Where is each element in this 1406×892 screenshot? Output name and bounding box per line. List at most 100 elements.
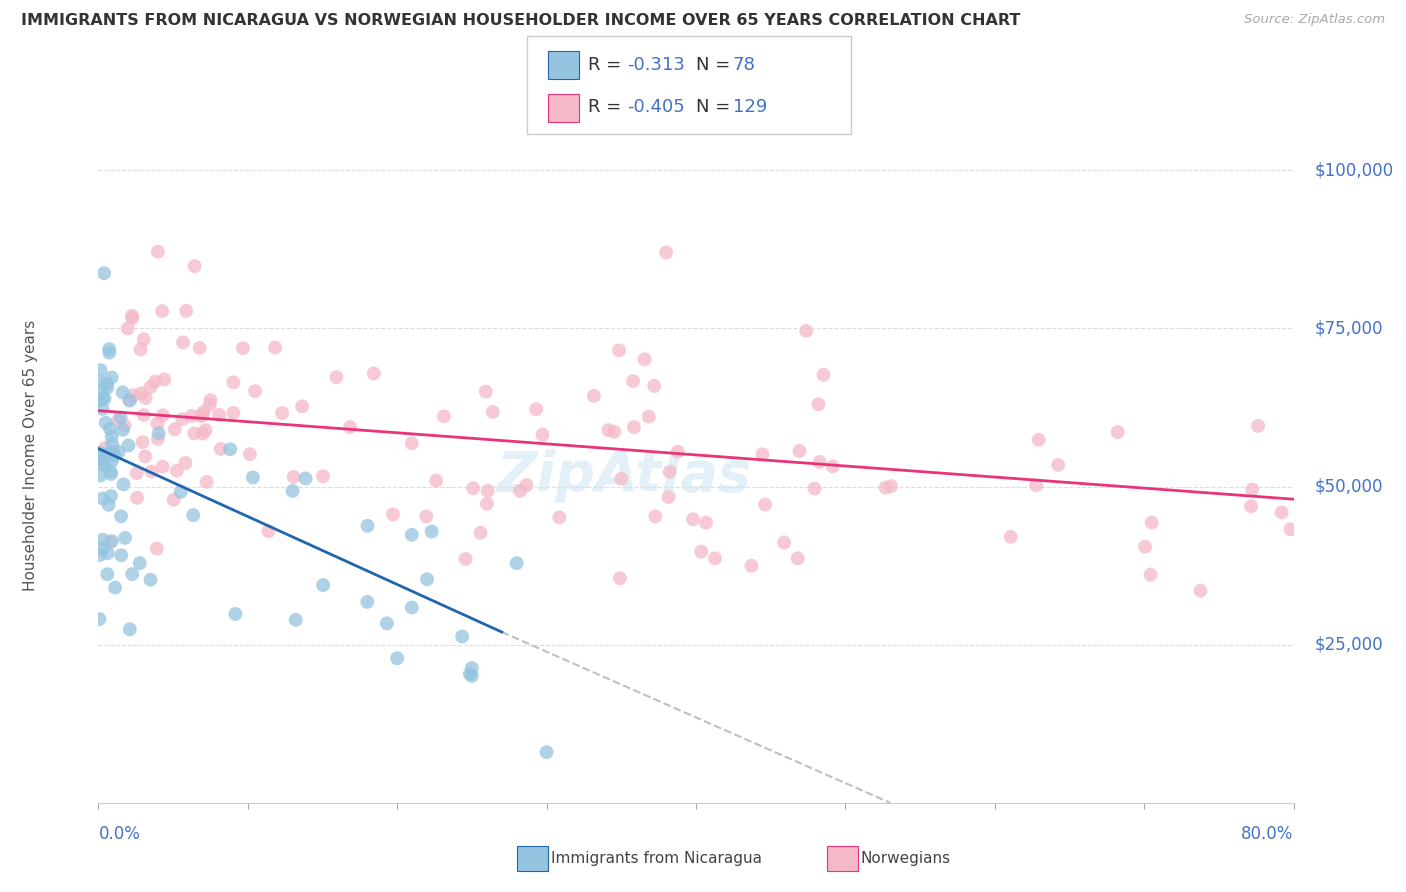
- Point: [1047, 458, 1070, 472]
- Point: [91, 401, 114, 416]
- Point: [118, 392, 141, 407]
- Point: [416, 572, 439, 586]
- Point: [751, 447, 773, 461]
- Point: [163, 422, 186, 436]
- Point: [524, 402, 547, 417]
- Point: [475, 384, 498, 399]
- Point: [146, 244, 169, 259]
- Point: [146, 432, 169, 446]
- Point: [470, 525, 492, 540]
- Point: [621, 374, 644, 388]
- Point: [690, 544, 713, 558]
- Point: [134, 450, 156, 464]
- Point: [291, 400, 314, 414]
- Point: [880, 479, 903, 493]
- Point: [112, 477, 135, 491]
- Point: [222, 406, 245, 420]
- Point: [114, 531, 136, 545]
- Point: [101, 444, 124, 458]
- Point: [637, 409, 659, 424]
- Point: [98, 535, 121, 549]
- Point: [789, 444, 811, 458]
- Point: [172, 412, 194, 426]
- Point: [110, 509, 132, 524]
- Point: [169, 484, 191, 499]
- Text: 0.0%: 0.0%: [98, 825, 141, 843]
- Text: Immigrants from Nicaragua: Immigrants from Nicaragua: [551, 851, 762, 865]
- Point: [98, 342, 121, 356]
- Point: [312, 578, 335, 592]
- Point: [121, 309, 143, 323]
- Point: [609, 571, 631, 585]
- Point: [477, 483, 499, 498]
- Point: [198, 398, 221, 412]
- Point: [93, 392, 115, 406]
- Point: [794, 324, 817, 338]
- Point: [98, 422, 121, 436]
- Point: [458, 666, 481, 681]
- Point: [104, 581, 127, 595]
- Point: [183, 259, 205, 273]
- Point: [243, 384, 266, 398]
- Point: [174, 303, 197, 318]
- Point: [655, 245, 678, 260]
- Point: [754, 498, 776, 512]
- Point: [111, 385, 134, 400]
- Point: [356, 595, 378, 609]
- Point: [146, 541, 169, 556]
- Point: [101, 534, 124, 549]
- Point: [548, 510, 571, 524]
- Point: [1247, 419, 1270, 434]
- Text: $75,000: $75,000: [1315, 319, 1384, 337]
- Point: [188, 341, 211, 355]
- Point: [90, 468, 112, 483]
- Point: [232, 341, 254, 355]
- Point: [101, 454, 124, 468]
- Point: [91, 452, 114, 467]
- Text: Householder Income Over 65 years: Householder Income Over 65 years: [24, 319, 38, 591]
- Point: [363, 367, 385, 381]
- Point: [704, 551, 727, 566]
- Point: [131, 435, 153, 450]
- Point: [506, 556, 529, 570]
- Point: [101, 437, 124, 451]
- Point: [381, 508, 404, 522]
- Point: [461, 669, 484, 683]
- Point: [193, 405, 215, 419]
- Point: [91, 491, 114, 506]
- Point: [122, 388, 145, 402]
- Point: [108, 444, 131, 458]
- Point: [166, 464, 188, 478]
- Point: [141, 465, 163, 479]
- Point: [128, 556, 150, 570]
- Point: [582, 389, 605, 403]
- Point: [129, 343, 152, 357]
- Point: [610, 472, 633, 486]
- Point: [180, 409, 202, 423]
- Point: [433, 409, 456, 424]
- Point: [96, 381, 118, 395]
- Text: 80.0%: 80.0%: [1241, 825, 1294, 843]
- Point: [209, 442, 232, 456]
- Point: [91, 457, 114, 471]
- Point: [89, 375, 111, 389]
- Point: [682, 512, 704, 526]
- Point: [91, 391, 114, 405]
- Point: [803, 482, 825, 496]
- Point: [415, 509, 437, 524]
- Point: [375, 616, 398, 631]
- Point: [107, 413, 129, 427]
- Point: [134, 391, 156, 405]
- Point: [200, 393, 222, 408]
- Point: [125, 466, 148, 480]
- Point: [356, 518, 378, 533]
- Point: [94, 416, 117, 430]
- Text: 78: 78: [733, 56, 755, 74]
- Point: [91, 533, 114, 547]
- Point: [98, 345, 121, 359]
- Point: [110, 548, 132, 562]
- Point: [695, 516, 717, 530]
- Point: [89, 548, 111, 562]
- Point: [90, 384, 112, 398]
- Point: [191, 426, 214, 441]
